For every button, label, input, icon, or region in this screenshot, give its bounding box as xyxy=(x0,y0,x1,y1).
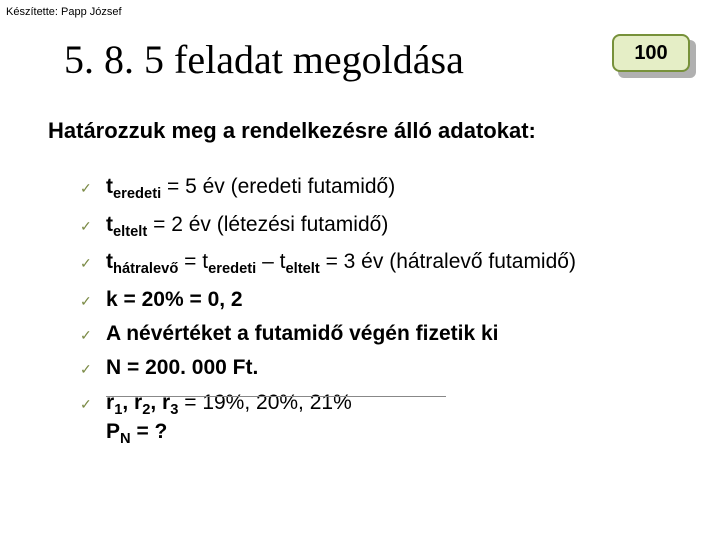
item-text: N = 200. 000 Ft. xyxy=(106,353,258,383)
item-text: teltelt = 2 év (létezési futamidő) xyxy=(106,210,388,244)
list-item: ✓ teltelt = 2 év (létezési futamidő) xyxy=(80,210,690,244)
item-text: k = 20% = 0, 2 xyxy=(106,285,243,315)
check-icon: ✓ xyxy=(80,285,106,311)
subtitle: Határozzuk meg a rendelkezésre álló adat… xyxy=(48,118,536,144)
data-list: ✓ teredeti = 5 év (eredeti futamidő) ✓ t… xyxy=(80,168,690,425)
question: PN = ? xyxy=(106,420,167,447)
check-icon: ✓ xyxy=(80,172,106,198)
item-text: r1, r2, r3 = 19%, 20%, 21% xyxy=(106,388,352,422)
item-text: thátralevő = teredeti – teltelt = 3 év (… xyxy=(106,247,576,281)
author-label: Készítette: Papp József xyxy=(6,6,122,18)
divider xyxy=(106,396,446,397)
slide: Készítette: Papp József 5. 8. 5 feladat … xyxy=(0,0,720,540)
list-item: ✓ N = 200. 000 Ft. xyxy=(80,353,690,383)
check-icon: ✓ xyxy=(80,388,106,414)
item-text: A névértéket a futamidő végén fizetik ki xyxy=(106,319,499,349)
check-icon: ✓ xyxy=(80,247,106,273)
check-icon: ✓ xyxy=(80,353,106,379)
list-item: ✓ teredeti = 5 év (eredeti futamidő) xyxy=(80,172,690,206)
slide-title: 5. 8. 5 feladat megoldása xyxy=(64,36,464,83)
item-text: teredeti = 5 év (eredeti futamidő) xyxy=(106,172,395,206)
list-item: ✓ A névértéket a futamidő végén fizetik … xyxy=(80,319,690,349)
list-item: ✓ thátralevő = teredeti – teltelt = 3 év… xyxy=(80,247,690,281)
badge: 100 xyxy=(612,34,690,72)
list-item: ✓ r1, r2, r3 = 19%, 20%, 21% xyxy=(80,388,690,422)
check-icon: ✓ xyxy=(80,210,106,236)
check-icon: ✓ xyxy=(80,319,106,345)
slide-number-badge: 100 xyxy=(612,34,696,78)
list-item: ✓ k = 20% = 0, 2 xyxy=(80,285,690,315)
